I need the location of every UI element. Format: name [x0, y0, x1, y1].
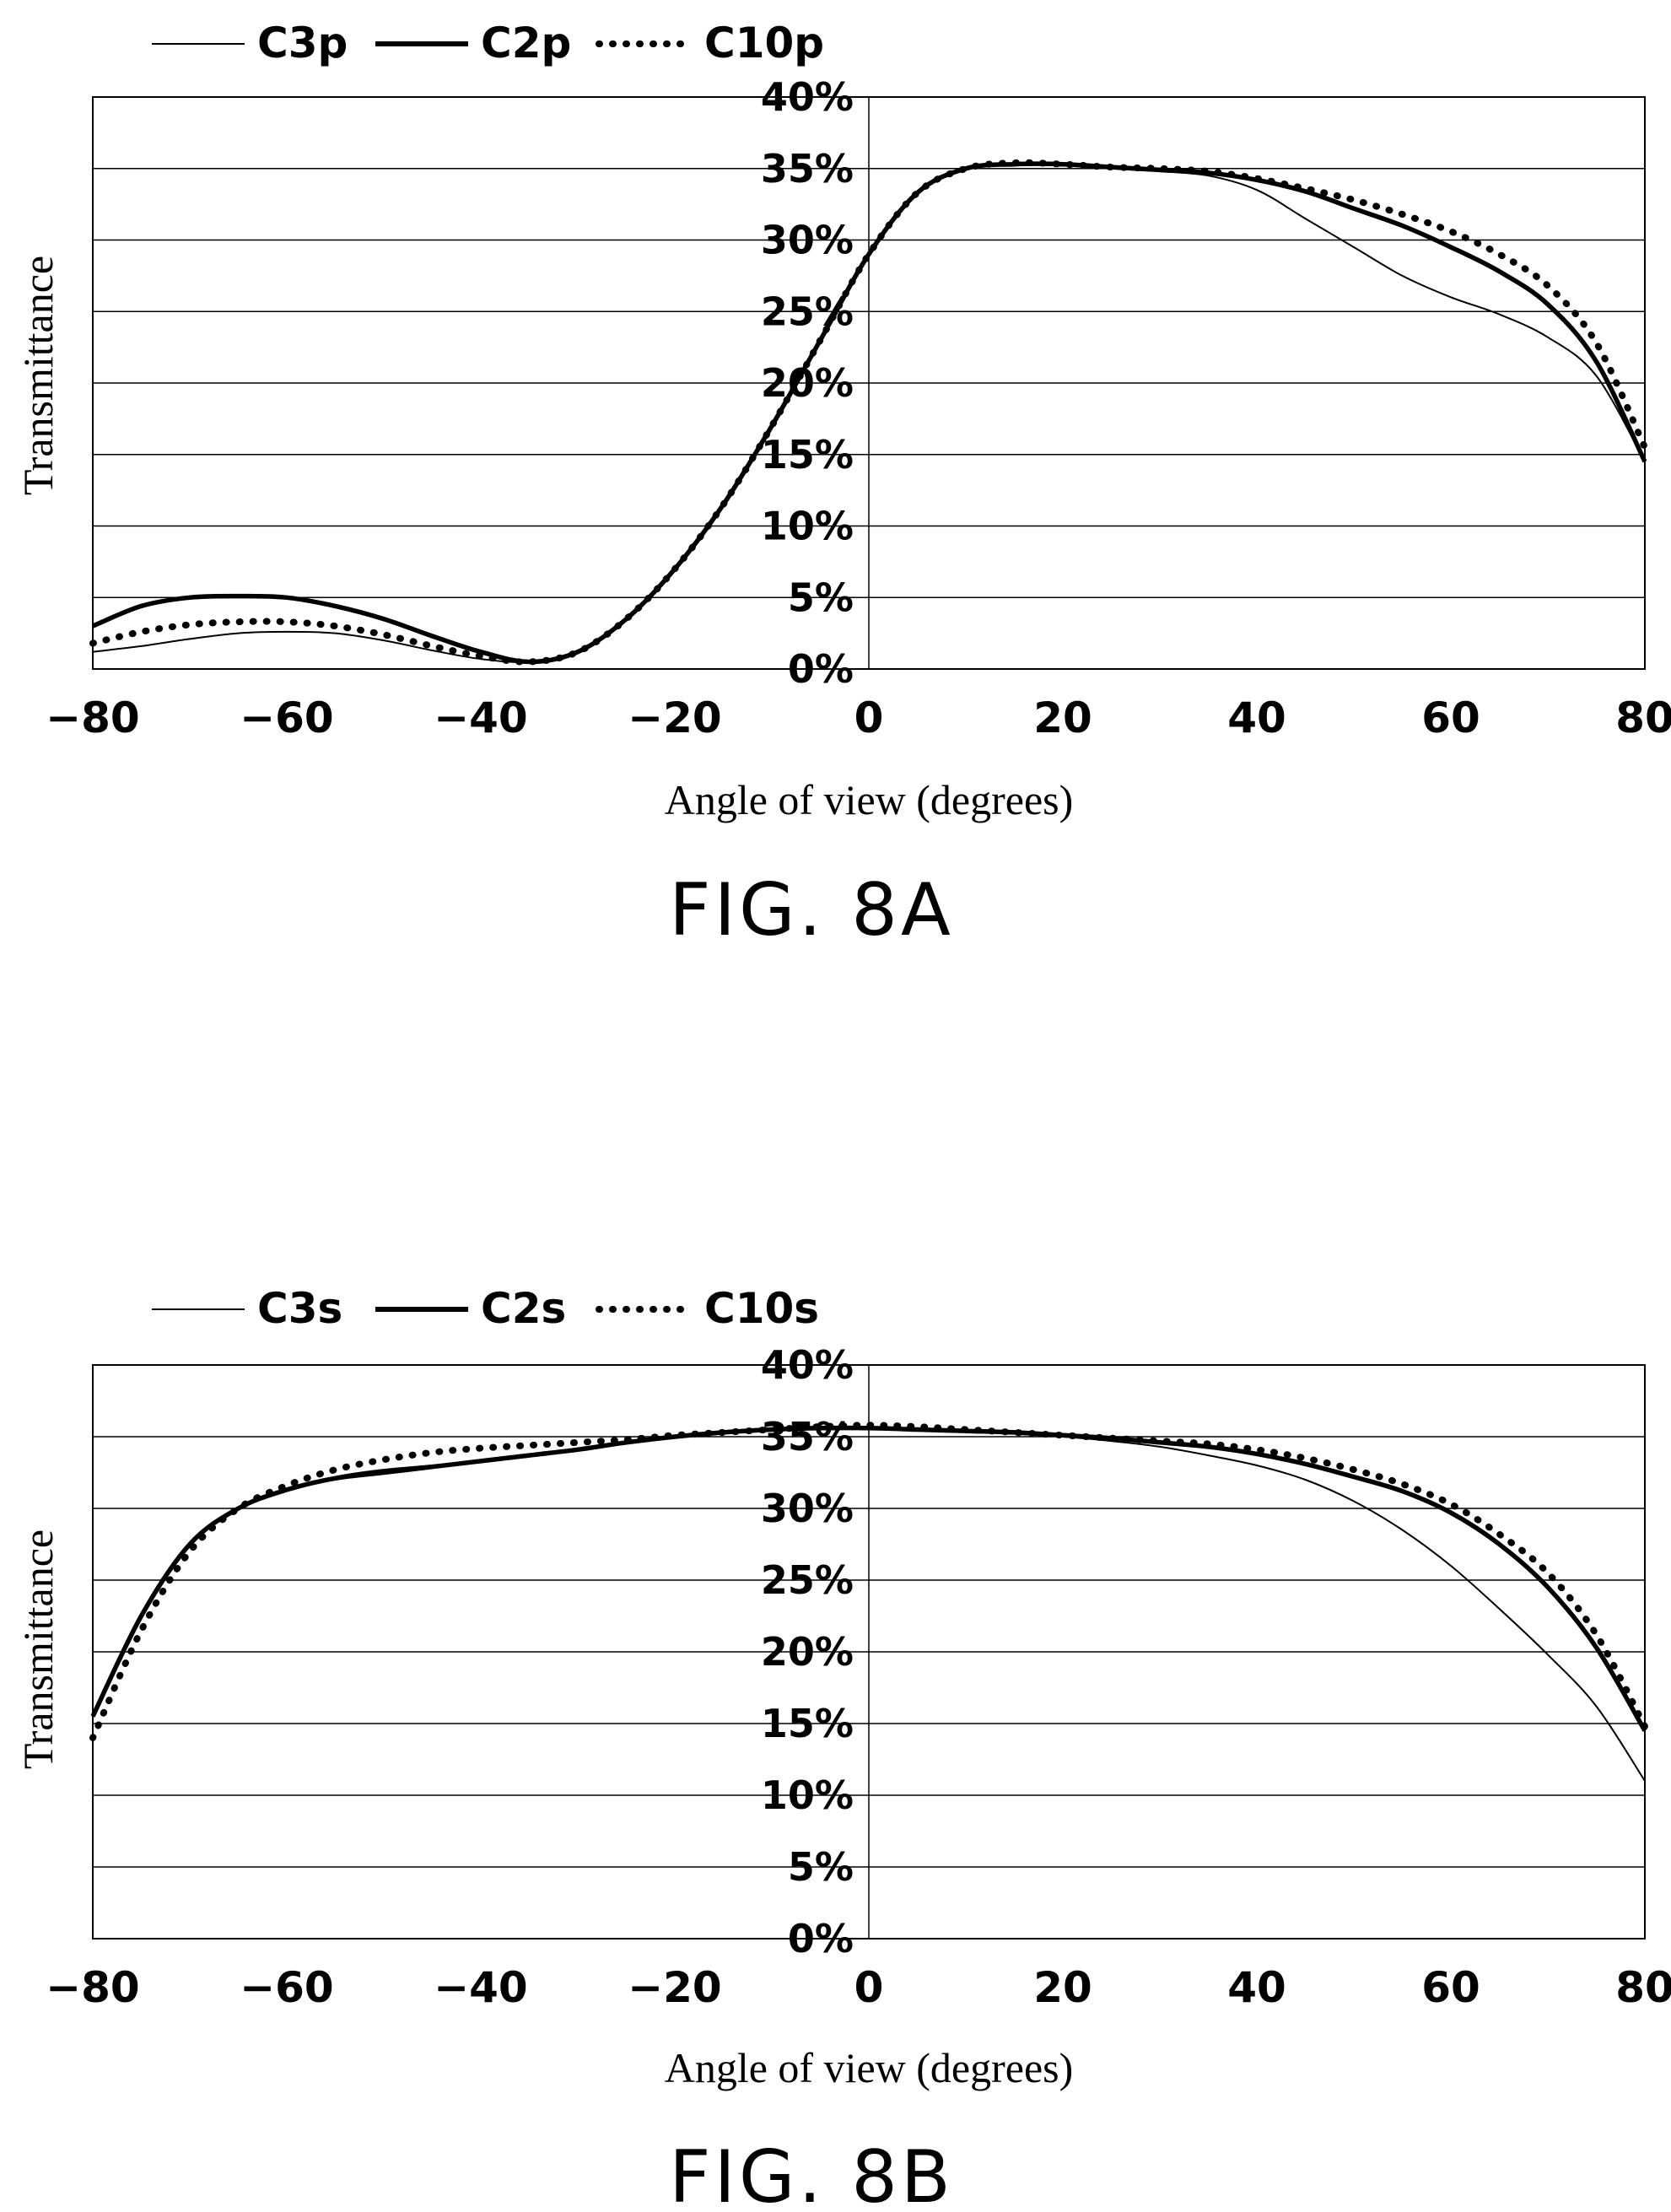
- x-tick-labels: −80 −60 −40 −20 0 20 40 60 80: [46, 693, 1671, 742]
- x-tick-label: −80: [46, 1963, 139, 2012]
- y-tick-label: 5%: [788, 1844, 854, 1890]
- figure-caption: FIG. 8B: [669, 2135, 954, 2212]
- x-tick-label: 40: [1227, 1963, 1286, 2012]
- x-tick-label: −60: [240, 1963, 333, 2012]
- y-tick-label: 5%: [788, 575, 854, 620]
- series-group: [89, 1422, 1648, 1782]
- y-tick-label: 10%: [761, 1772, 854, 1818]
- y-tick-label: 15%: [761, 432, 854, 477]
- x-tick-label: −20: [628, 693, 721, 742]
- series-group: [89, 159, 1648, 666]
- chart-fig-8b: C3s C2s C10s 0% 5% 10% 15% 20% 25% 30% 35% 40% −…: [14, 1284, 1671, 2212]
- legend-label-0: C3s: [257, 1284, 342, 1333]
- legend-label-1: C2s: [481, 1284, 566, 1333]
- x-tick-label: 80: [1615, 693, 1671, 742]
- x-tick-label: −60: [240, 693, 333, 742]
- x-tick-label: −40: [434, 693, 527, 742]
- y-tick-label: 15%: [761, 1701, 854, 1746]
- x-tick-label: 0: [854, 1963, 884, 2012]
- x-tick-label: 60: [1421, 693, 1480, 742]
- series-line-c10s: [89, 1422, 1648, 1741]
- y-tick-label: 30%: [761, 1486, 854, 1531]
- y-axis-title: Transmittance: [14, 1530, 62, 1769]
- legend-label-0: C3p: [257, 19, 348, 67]
- y-tick-labels: 0% 5% 10% 15% 20% 25% 30% 35% 40%: [761, 74, 854, 692]
- x-tick-label: 0: [854, 693, 884, 742]
- y-tick-label: 40%: [761, 74, 854, 120]
- y-tick-labels: 0% 5% 10% 15% 20% 25% 30% 35% 40%: [761, 1342, 854, 1961]
- y-tick-label: 20%: [761, 360, 854, 406]
- x-axis-title: Angle of view (degrees): [665, 776, 1074, 823]
- x-tick-label: −20: [628, 1963, 721, 2012]
- y-tick-label: 30%: [761, 218, 854, 263]
- legend-label-2: C10s: [704, 1284, 819, 1333]
- x-tick-label: 40: [1227, 693, 1286, 742]
- y-axis-title: Transmittance: [14, 256, 62, 495]
- chart-fig-8a: C3p C2p C10p 0% 5% 10% 15% 20% 25% 30% 35% 40% −…: [14, 19, 1671, 952]
- legend-fig-8b: C3s C2s C10s: [152, 1284, 819, 1333]
- y-tick-label: 25%: [761, 1557, 854, 1603]
- y-tick-label: 35%: [761, 146, 854, 192]
- y-tick-label: 0%: [788, 646, 854, 692]
- x-axis-title: Angle of view (degrees): [665, 2044, 1074, 2091]
- x-tick-label: −40: [434, 1963, 527, 2012]
- figure-caption: FIG. 8A: [669, 868, 954, 952]
- y-tick-label: 25%: [761, 289, 854, 334]
- y-tick-label: 40%: [761, 1342, 854, 1388]
- x-tick-label: 20: [1033, 1963, 1092, 2012]
- series-line-c10p: [89, 159, 1648, 666]
- x-tick-label: −80: [46, 693, 139, 742]
- x-tick-label: 20: [1033, 693, 1092, 742]
- legend-fig-8a: C3p C2p C10p: [152, 19, 824, 67]
- y-tick-label: 10%: [761, 504, 854, 549]
- legend-label-1: C2p: [481, 19, 571, 67]
- x-tick-labels: −80 −60 −40 −20 0 20 40 60 80: [46, 1963, 1671, 2012]
- x-tick-label: 60: [1421, 1963, 1480, 2012]
- y-tick-label: 0%: [788, 1916, 854, 1961]
- y-tick-label: 35%: [761, 1414, 854, 1459]
- legend-label-2: C10p: [704, 19, 824, 67]
- y-tick-label: 20%: [761, 1629, 854, 1675]
- x-tick-label: 80: [1615, 1963, 1671, 2012]
